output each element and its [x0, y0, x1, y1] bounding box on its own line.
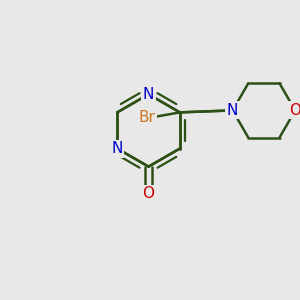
- Text: N: N: [143, 87, 154, 102]
- Text: N: N: [227, 103, 238, 118]
- Text: O: O: [142, 187, 154, 202]
- Text: O: O: [289, 103, 300, 118]
- Text: Br: Br: [138, 110, 155, 125]
- Text: N: N: [112, 141, 123, 156]
